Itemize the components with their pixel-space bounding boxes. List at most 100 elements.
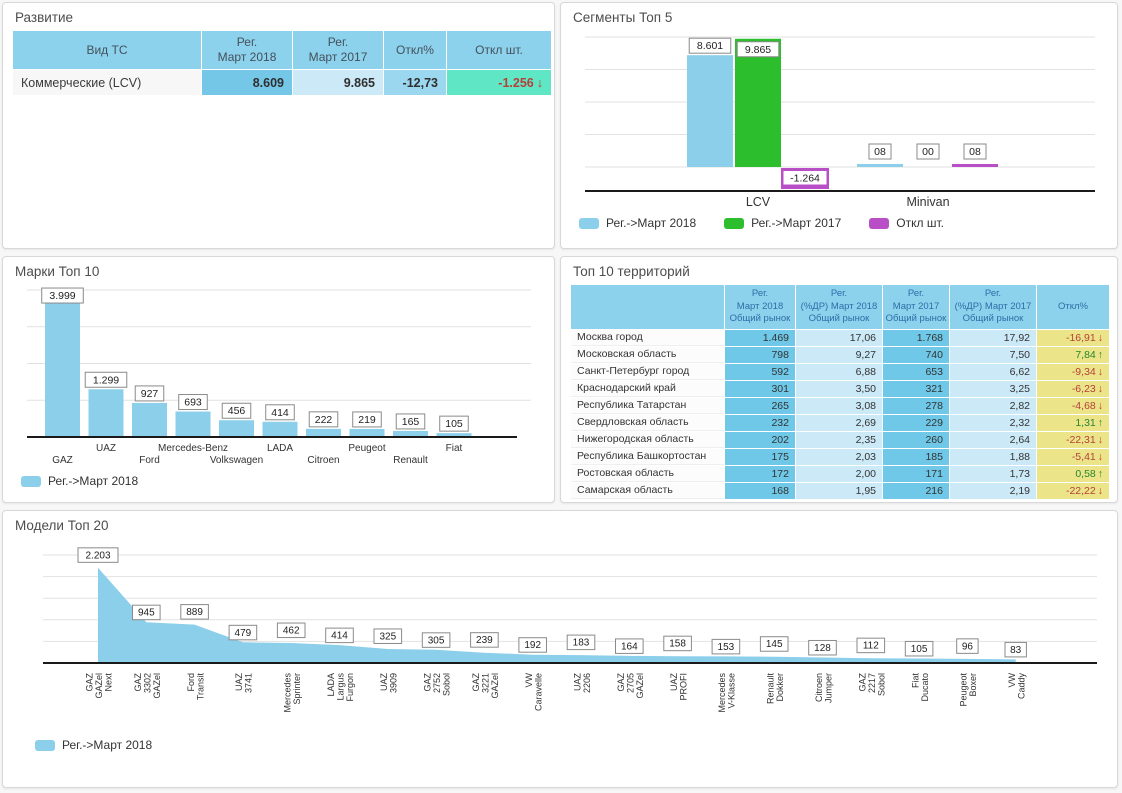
territory-name-cell[interactable]: Республика Татарстан	[571, 397, 724, 414]
territory-name-cell[interactable]: Свердловская область	[571, 414, 724, 431]
legend-label: Откл шт.	[896, 216, 944, 230]
value-label: 693	[184, 397, 202, 409]
area-series-reg-2018[interactable]	[98, 567, 1016, 663]
bar-volkswagen[interactable]	[219, 420, 254, 437]
down-arrow-icon: ↓	[1097, 450, 1103, 463]
down-arrow-icon: ↓	[1097, 433, 1103, 446]
vehicle-type-cell[interactable]: Коммерческие (LCV)	[13, 70, 201, 95]
bar-gaz[interactable]	[45, 290, 80, 437]
bar-lcv-series-1[interactable]	[735, 38, 781, 167]
bar-citroen[interactable]	[306, 428, 341, 437]
reg-2017-cell: 9.865	[293, 70, 383, 95]
territory-name-cell[interactable]: Республика Башкортостан	[571, 448, 724, 465]
share-2018-cell: 2,03	[796, 448, 882, 465]
value-label: 889	[186, 607, 203, 618]
category-label: Fiat	[446, 443, 463, 454]
col-header-territory	[571, 285, 724, 329]
share-2017-cell: 2,64	[950, 431, 1036, 448]
panel-title-development: Развитие	[15, 10, 74, 25]
value-label-box	[221, 402, 252, 419]
legend-item-Рег.->Март 2017[interactable]: Рег.->Март 2017	[724, 216, 841, 230]
panel-title-segments: Сегменты Топ 5	[573, 10, 673, 25]
up-arrow-icon: ↑	[1097, 416, 1103, 429]
category-label: Minivan	[906, 195, 949, 209]
territory-name-cell[interactable]: Москва город	[571, 329, 724, 346]
share-2018-cell: 9,27	[796, 346, 882, 363]
territory-name-cell[interactable]: Нижегородская область	[571, 431, 724, 448]
legend-item-Рег.->Март 2018[interactable]: Рег.->Март 2018	[579, 216, 696, 230]
col-header-reg-2017: Рег. Март 2017	[293, 31, 383, 69]
bar-ford[interactable]	[132, 402, 167, 437]
otkl-pct-cell: -4,68 ↓	[1037, 397, 1109, 414]
col-header-reg-2018-market: Рег. Март 2018 Общий рынок	[725, 285, 795, 329]
territory-name-cell[interactable]: Краснодарский край	[571, 380, 724, 397]
value-label-box	[276, 622, 306, 639]
bar-lada[interactable]	[262, 421, 298, 437]
down-arrow-icon: ↓	[536, 75, 543, 90]
otkl-value: -5,41	[1071, 450, 1096, 463]
share-2018-cell: 6,88	[796, 363, 882, 380]
legend-item-Рег.->Март 2018[interactable]: Рег.->Март 2018	[35, 738, 152, 752]
territory-row: Ростовская область 172 2,00 171 1,73 0,58 ↑	[571, 465, 1109, 482]
value-label-box	[956, 638, 979, 654]
down-arrow-icon: ↓	[1097, 365, 1103, 378]
reg-2018-cell: 798	[725, 346, 795, 363]
category-label: UAZ	[96, 443, 116, 454]
panel-title-models: Модели Топ 20	[15, 518, 109, 533]
segments-legend: Рег.->Март 2018 Рег.->Март 2017 Откл шт.	[561, 216, 1117, 230]
value-label: 96	[962, 641, 974, 652]
reg-2018-cell: 232	[725, 414, 795, 431]
bar-minivan-series-0[interactable]	[857, 164, 903, 167]
value-label-box	[84, 371, 128, 388]
value-label: 105	[445, 418, 463, 430]
category-label: Ford	[139, 455, 160, 466]
x-axis-label: GAZ2217Sobol	[857, 673, 886, 697]
territory-name-cell[interactable]: Самарская область	[571, 482, 724, 499]
value-label: -1.264	[790, 173, 820, 185]
otkl-pct-cell: -12,73	[384, 70, 446, 95]
bar-minivan-series-2[interactable]	[952, 164, 998, 167]
bar-lcv-series-0[interactable]	[687, 55, 733, 168]
value-label: 2.203	[85, 550, 110, 561]
legend-swatch-icon	[21, 475, 41, 487]
bar-mercedes-benz[interactable]	[175, 411, 211, 437]
value-label-box	[759, 636, 789, 652]
otkl-pct-cell: -22,22 ↓	[1037, 482, 1109, 499]
reg-2018-cell: 1.469	[725, 329, 795, 346]
legend-swatch-icon	[869, 217, 890, 229]
development-table: Вид ТС Рег. Март 2018 Рег. Март 2017 Отк…	[12, 30, 552, 96]
otkl-pct-cell: -16,91 ↓	[1037, 329, 1109, 346]
category-label: LCV	[746, 195, 771, 209]
share-2017-cell: 7,50	[950, 346, 1036, 363]
value-label-box	[228, 624, 258, 641]
x-axis-label: GAZ2705GAZel	[616, 673, 645, 699]
territory-name-cell[interactable]: Московская область	[571, 346, 724, 363]
legend-item-Рег.->Март 2018[interactable]: Рег.->Март 2018	[21, 474, 138, 488]
legend-item-Откл шт.[interactable]: Откл шт.	[869, 216, 944, 230]
value-label-box	[421, 632, 451, 648]
territory-name-cell[interactable]: Санкт-Петербург город	[571, 363, 724, 380]
legend-swatch-icon	[724, 217, 745, 229]
x-axis-label: UAZ3909	[379, 672, 399, 693]
reg-2018-cell: 202	[725, 431, 795, 448]
col-header-share-2018-market: Рег. (%ДР) Март 2018 Общий рынок	[796, 285, 882, 329]
down-arrow-icon: ↓	[1097, 484, 1103, 497]
territory-name-cell[interactable]: Ростовская область	[571, 465, 724, 482]
value-label-box	[132, 604, 161, 621]
bar-uaz[interactable]	[88, 389, 124, 437]
otkl-value: -22,31	[1065, 433, 1096, 446]
value-label: 219	[358, 414, 376, 426]
brands-legend: Рег.->Март 2018	[3, 474, 554, 488]
legend-label: Рег.->Март 2018	[48, 474, 139, 488]
panel-territories: Топ 10 территорий Рег. Март 2018 Общий р…	[560, 256, 1118, 503]
bar-peugeot[interactable]	[349, 428, 385, 437]
share-2017-cell: 1,88	[950, 448, 1036, 465]
otkl-value: 1,31	[1075, 416, 1096, 429]
bar-fiat[interactable]	[436, 433, 472, 437]
bar-renault[interactable]	[393, 430, 428, 437]
share-2017-cell: 2,32	[950, 414, 1036, 431]
x-axis-label: GAZ3221GAZel	[471, 673, 500, 699]
value-label-box	[783, 171, 827, 185]
territory-row: Москва город 1.469 17,06 1.768 17,92 -16,91 ↓	[571, 329, 1109, 346]
x-axis-label: UAZPROFI	[669, 672, 689, 700]
